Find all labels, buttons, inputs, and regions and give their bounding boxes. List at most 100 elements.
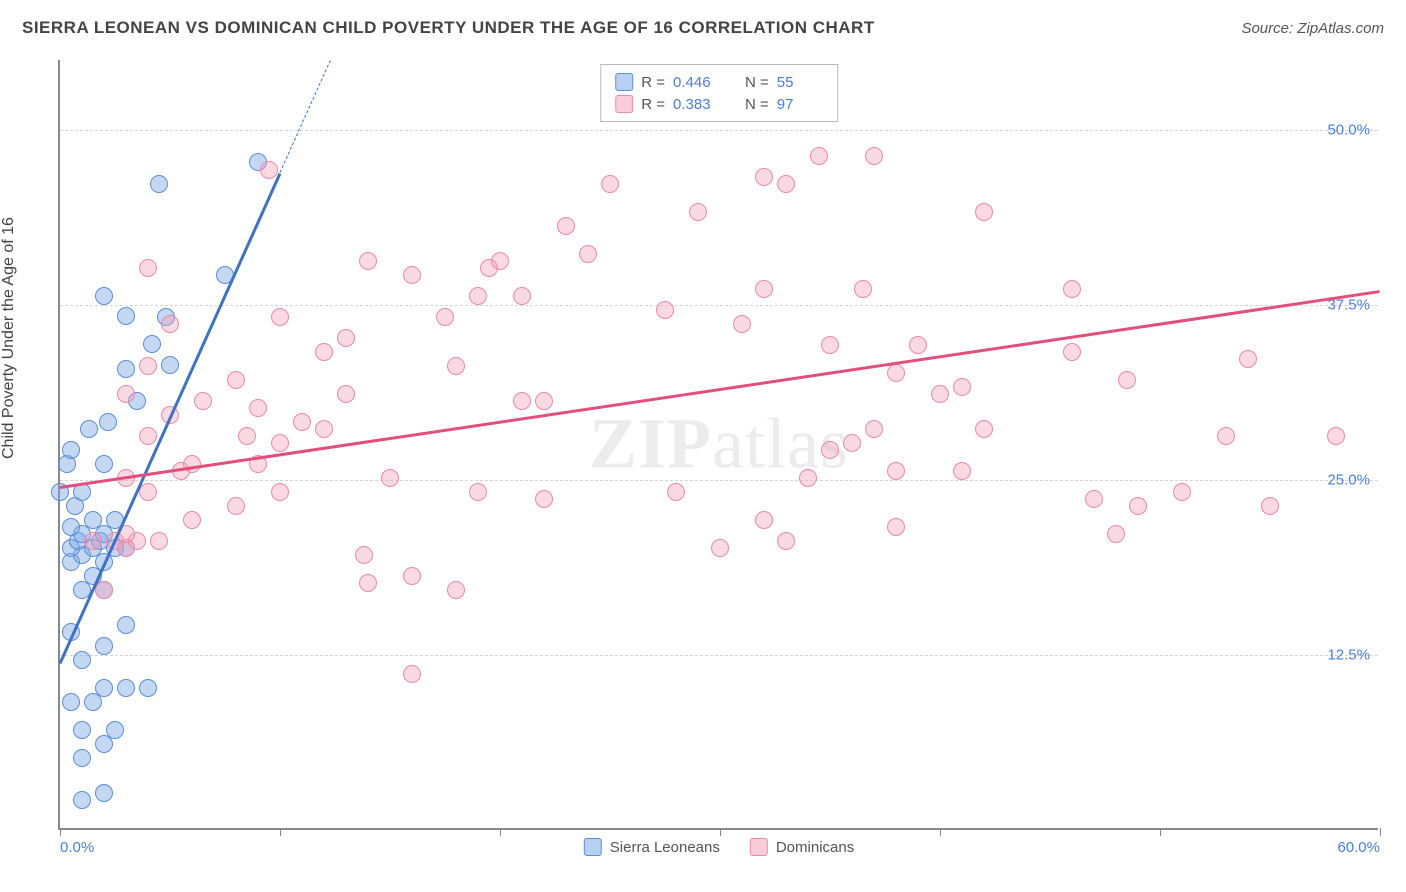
data-point [139,357,157,375]
data-point [150,175,168,193]
series-legend: Sierra Leoneans Dominicans [584,838,854,856]
gridline [60,480,1378,481]
data-point [777,175,795,193]
data-point [73,721,91,739]
data-point [821,336,839,354]
data-point [95,455,113,473]
gridline [60,655,1378,656]
data-point [355,546,373,564]
data-point [403,266,421,284]
data-point [80,420,98,438]
gridline [60,130,1378,131]
data-point [1173,483,1191,501]
x-tick [60,828,61,836]
data-point [1129,497,1147,515]
y-axis-label: Child Poverty Under the Age of 16 [0,217,18,459]
data-point [1063,280,1081,298]
gridline [60,305,1378,306]
data-point [1063,343,1081,361]
data-point [469,287,487,305]
data-point [271,308,289,326]
data-point [975,203,993,221]
data-point [821,441,839,459]
chart-title: SIERRA LEONEAN VS DOMINICAN CHILD POVERT… [22,18,875,38]
data-point [293,413,311,431]
x-tick [1380,828,1381,836]
data-point [1217,427,1235,445]
data-point [579,245,597,263]
data-point [150,532,168,550]
data-point [799,469,817,487]
data-point [183,511,201,529]
data-point [447,357,465,375]
swatch-pink-icon [615,95,633,113]
legend-item-series2: Dominicans [750,838,854,856]
data-point [381,469,399,487]
x-tick [280,828,281,836]
data-point [1085,490,1103,508]
data-point [403,665,421,683]
data-point [260,161,278,179]
data-point [139,679,157,697]
data-point [854,280,872,298]
data-point [95,637,113,655]
data-point [194,392,212,410]
data-point [755,280,773,298]
data-point [117,307,135,325]
legend-row-series2: R = 0.383 N = 97 [615,93,823,115]
data-point [315,343,333,361]
data-point [73,791,91,809]
data-point [249,399,267,417]
data-point [909,336,927,354]
data-point [755,168,773,186]
data-point [95,287,113,305]
chart-container: Child Poverty Under the Age of 16 ZIPatl… [28,50,1388,850]
data-point [117,616,135,634]
data-point [62,441,80,459]
data-point [139,259,157,277]
data-point [755,511,773,529]
swatch-blue-icon [584,838,602,856]
trend-line [280,60,331,172]
data-point [843,434,861,452]
data-point [777,532,795,550]
y-tick-label: 50.0% [1327,122,1370,139]
data-point [117,679,135,697]
data-point [139,427,157,445]
data-point [931,385,949,403]
data-point [271,434,289,452]
data-point [1327,427,1345,445]
trend-line [59,173,282,664]
data-point [711,539,729,557]
data-point [887,518,905,536]
data-point [227,371,245,389]
data-point [436,308,454,326]
data-point [161,356,179,374]
data-point [337,385,355,403]
data-point [656,301,674,319]
y-tick-label: 12.5% [1327,647,1370,664]
data-point [887,462,905,480]
data-point [161,315,179,333]
data-point [513,287,531,305]
x-tick [1160,828,1161,836]
data-point [447,581,465,599]
swatch-pink-icon [750,838,768,856]
data-point [95,784,113,802]
data-point [271,483,289,501]
x-tick-label: 60.0% [1337,839,1380,856]
data-point [689,203,707,221]
data-point [359,252,377,270]
y-tick-label: 25.0% [1327,472,1370,489]
x-tick [500,828,501,836]
data-point [865,147,883,165]
data-point [1107,525,1125,543]
legend-row-series1: R = 0.446 N = 55 [615,71,823,93]
data-point [143,335,161,353]
correlation-legend: R = 0.446 N = 55 R = 0.383 N = 97 [600,64,838,122]
data-point [1261,497,1279,515]
data-point [953,378,971,396]
x-tick [720,828,721,836]
data-point [535,490,553,508]
data-point [1239,350,1257,368]
